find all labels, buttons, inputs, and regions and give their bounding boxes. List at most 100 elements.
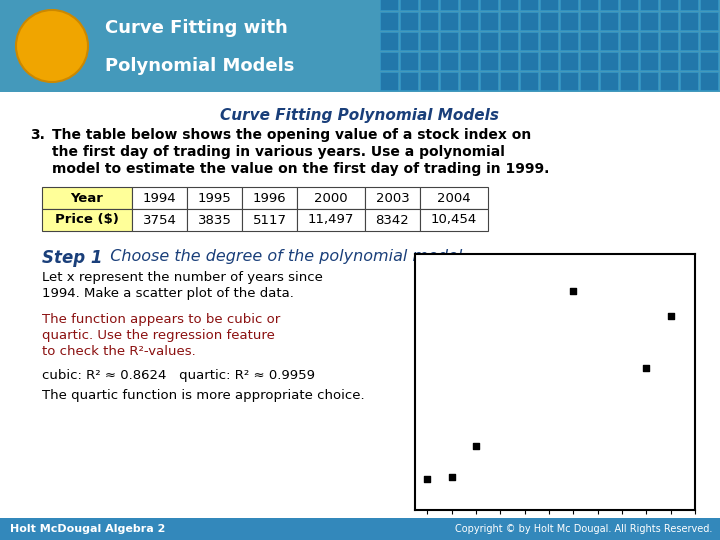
- Bar: [297, 187, 365, 209]
- Bar: [420, 209, 488, 231]
- Text: Let x represent the number of years since: Let x represent the number of years sinc…: [42, 271, 323, 284]
- Bar: [540, 52, 558, 70]
- Bar: [520, 12, 538, 30]
- Text: Year: Year: [71, 192, 104, 205]
- Bar: [680, 52, 698, 70]
- Text: 3754: 3754: [143, 213, 176, 226]
- Bar: [700, 12, 718, 30]
- Bar: [132, 187, 187, 209]
- Text: 2000: 2000: [314, 192, 348, 205]
- Bar: [600, 12, 618, 30]
- Bar: [380, 52, 398, 70]
- Point: [421, 475, 433, 484]
- Text: The function appears to be cubic or: The function appears to be cubic or: [42, 313, 280, 326]
- Bar: [640, 0, 658, 10]
- Text: The table below shows the opening value of a stock index on: The table below shows the opening value …: [52, 128, 531, 142]
- Bar: [0, 0, 720, 92]
- Bar: [660, 32, 678, 50]
- Bar: [187, 187, 242, 209]
- Text: 1994. Make a scatter plot of the data.: 1994. Make a scatter plot of the data.: [42, 287, 294, 300]
- Text: 1996: 1996: [253, 192, 287, 205]
- Bar: [420, 12, 438, 30]
- Bar: [520, 52, 538, 70]
- Bar: [520, 72, 538, 90]
- Text: 10,454: 10,454: [431, 213, 477, 226]
- Bar: [42, 209, 132, 231]
- Bar: [640, 32, 658, 50]
- Text: 11,497: 11,497: [308, 213, 354, 226]
- Text: to check the R²-values.: to check the R²-values.: [42, 345, 196, 358]
- Bar: [460, 32, 478, 50]
- Bar: [480, 72, 498, 90]
- Bar: [380, 12, 398, 30]
- Text: quartic. Use the regression feature: quartic. Use the regression feature: [42, 329, 275, 342]
- Bar: [365, 209, 420, 231]
- Bar: [680, 72, 698, 90]
- Bar: [540, 0, 558, 10]
- Text: 5117: 5117: [253, 213, 287, 226]
- Bar: [700, 0, 718, 10]
- Bar: [500, 32, 518, 50]
- Text: The quartic function is more appropriate choice.: The quartic function is more appropriate…: [42, 389, 364, 402]
- Bar: [480, 52, 498, 70]
- Bar: [600, 72, 618, 90]
- Bar: [660, 0, 678, 10]
- Bar: [365, 187, 420, 209]
- Bar: [242, 187, 297, 209]
- Bar: [480, 12, 498, 30]
- Point: [470, 442, 482, 450]
- Bar: [640, 52, 658, 70]
- Bar: [400, 52, 418, 70]
- Bar: [500, 72, 518, 90]
- Bar: [520, 0, 538, 10]
- Bar: [600, 32, 618, 50]
- Bar: [580, 72, 598, 90]
- Text: Step 1: Step 1: [42, 249, 102, 267]
- Bar: [620, 12, 638, 30]
- Bar: [560, 32, 578, 50]
- Bar: [600, 0, 618, 10]
- Bar: [132, 209, 187, 231]
- Text: Holt McDougal Algebra 2: Holt McDougal Algebra 2: [10, 524, 166, 534]
- Bar: [680, 32, 698, 50]
- Bar: [660, 72, 678, 90]
- Bar: [640, 72, 658, 90]
- Bar: [440, 0, 458, 10]
- Bar: [700, 32, 718, 50]
- Bar: [400, 12, 418, 30]
- Bar: [420, 72, 438, 90]
- Bar: [580, 12, 598, 30]
- Point: [567, 286, 579, 295]
- Bar: [460, 12, 478, 30]
- Bar: [540, 12, 558, 30]
- Bar: [580, 32, 598, 50]
- Text: 3.: 3.: [30, 128, 45, 142]
- Text: Curve Fitting Polynomial Models: Curve Fitting Polynomial Models: [220, 108, 500, 123]
- Bar: [540, 32, 558, 50]
- Text: cubic: R² ≈ 0.8624   quartic: R² ≈ 0.9959: cubic: R² ≈ 0.8624 quartic: R² ≈ 0.9959: [42, 369, 315, 382]
- Bar: [460, 0, 478, 10]
- Bar: [0, 518, 720, 540]
- Bar: [460, 52, 478, 70]
- Bar: [640, 12, 658, 30]
- Bar: [380, 32, 398, 50]
- Bar: [242, 209, 297, 231]
- Bar: [380, 72, 398, 90]
- Bar: [440, 12, 458, 30]
- Text: 2003: 2003: [376, 192, 410, 205]
- Bar: [620, 0, 638, 10]
- Bar: [297, 209, 365, 231]
- Bar: [440, 32, 458, 50]
- Bar: [660, 52, 678, 70]
- Bar: [420, 0, 438, 10]
- Bar: [500, 12, 518, 30]
- Bar: [500, 0, 518, 10]
- Bar: [560, 72, 578, 90]
- Bar: [460, 72, 478, 90]
- Bar: [660, 12, 678, 30]
- Text: 1995: 1995: [197, 192, 231, 205]
- Text: 8342: 8342: [376, 213, 410, 226]
- Bar: [400, 0, 418, 10]
- Bar: [480, 0, 498, 10]
- Bar: [580, 0, 598, 10]
